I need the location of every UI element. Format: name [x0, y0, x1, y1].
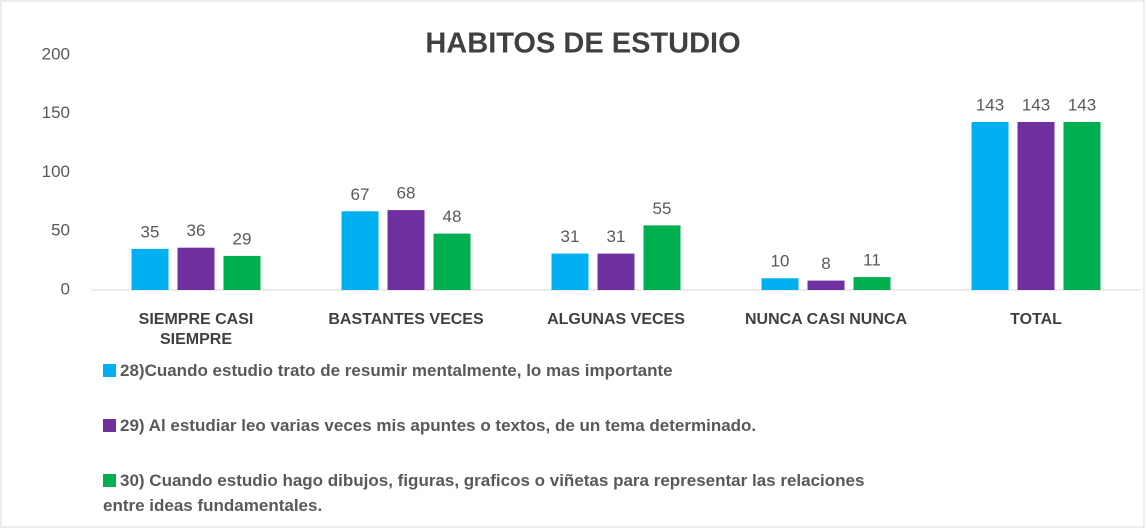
- legend-item: 28)Cuando estudio trato de resumir menta…: [103, 358, 883, 383]
- y-tick-label: 0: [61, 279, 70, 298]
- bar: [387, 210, 425, 290]
- bar: [1063, 121, 1101, 290]
- legend-swatch: [103, 419, 116, 432]
- legend-label: 28)Cuando estudio trato de resumir menta…: [120, 361, 673, 380]
- data-label: 36: [187, 221, 206, 240]
- data-label: 10: [771, 252, 790, 271]
- y-tick-label: 50: [51, 221, 70, 240]
- chart-title: HABITOS DE ESTUDIO: [425, 28, 740, 60]
- x-tick-label: SIEMPRE CASI SIEMPRE: [138, 311, 254, 348]
- data-label: 143: [1068, 95, 1096, 114]
- bar: [177, 247, 215, 290]
- x-tick-label: TOTAL: [1010, 311, 1062, 328]
- legend-swatch: [103, 364, 116, 377]
- bar: [341, 211, 379, 290]
- bar: [761, 278, 799, 290]
- bar: [433, 233, 471, 290]
- y-tick-label: 200: [42, 44, 70, 63]
- x-tick-label: BASTANTES VECES: [328, 311, 484, 328]
- data-label: 8: [821, 254, 830, 273]
- x-tick-label: ALGUNAS VECES: [547, 311, 685, 328]
- data-label: 35: [141, 222, 160, 241]
- bar: [853, 277, 891, 290]
- y-tick-label: 100: [42, 162, 70, 181]
- y-tick-label: 150: [42, 103, 70, 122]
- legend-label: 29) Al estudiar leo varias veces mis apu…: [120, 416, 757, 435]
- data-label: 29: [233, 229, 252, 248]
- bar: [1017, 121, 1055, 290]
- legend-swatch: [103, 474, 116, 487]
- bar: [223, 255, 261, 290]
- data-label: 143: [1022, 95, 1050, 114]
- data-label: 48: [443, 207, 462, 226]
- data-label: 55: [653, 199, 672, 218]
- data-label: 143: [976, 95, 1004, 114]
- bar: [131, 248, 169, 290]
- bar: [551, 253, 589, 290]
- data-label: 68: [397, 184, 416, 203]
- data-label: 31: [607, 227, 626, 246]
- x-tick-label: NUNCA CASI NUNCA: [744, 311, 908, 328]
- data-label: 67: [351, 185, 370, 204]
- bar: [643, 225, 681, 290]
- data-label: 11: [863, 251, 881, 270]
- data-label: 31: [561, 227, 580, 246]
- legend-item: 30) Cuando estudio hago dibujos, figuras…: [103, 468, 883, 518]
- bar: [971, 121, 1009, 290]
- bar: [597, 253, 635, 290]
- legend-label: 30) Cuando estudio hago dibujos, figuras…: [103, 471, 865, 515]
- legend-item: 29) Al estudiar leo varias veces mis apu…: [103, 413, 883, 438]
- bar: [807, 280, 845, 290]
